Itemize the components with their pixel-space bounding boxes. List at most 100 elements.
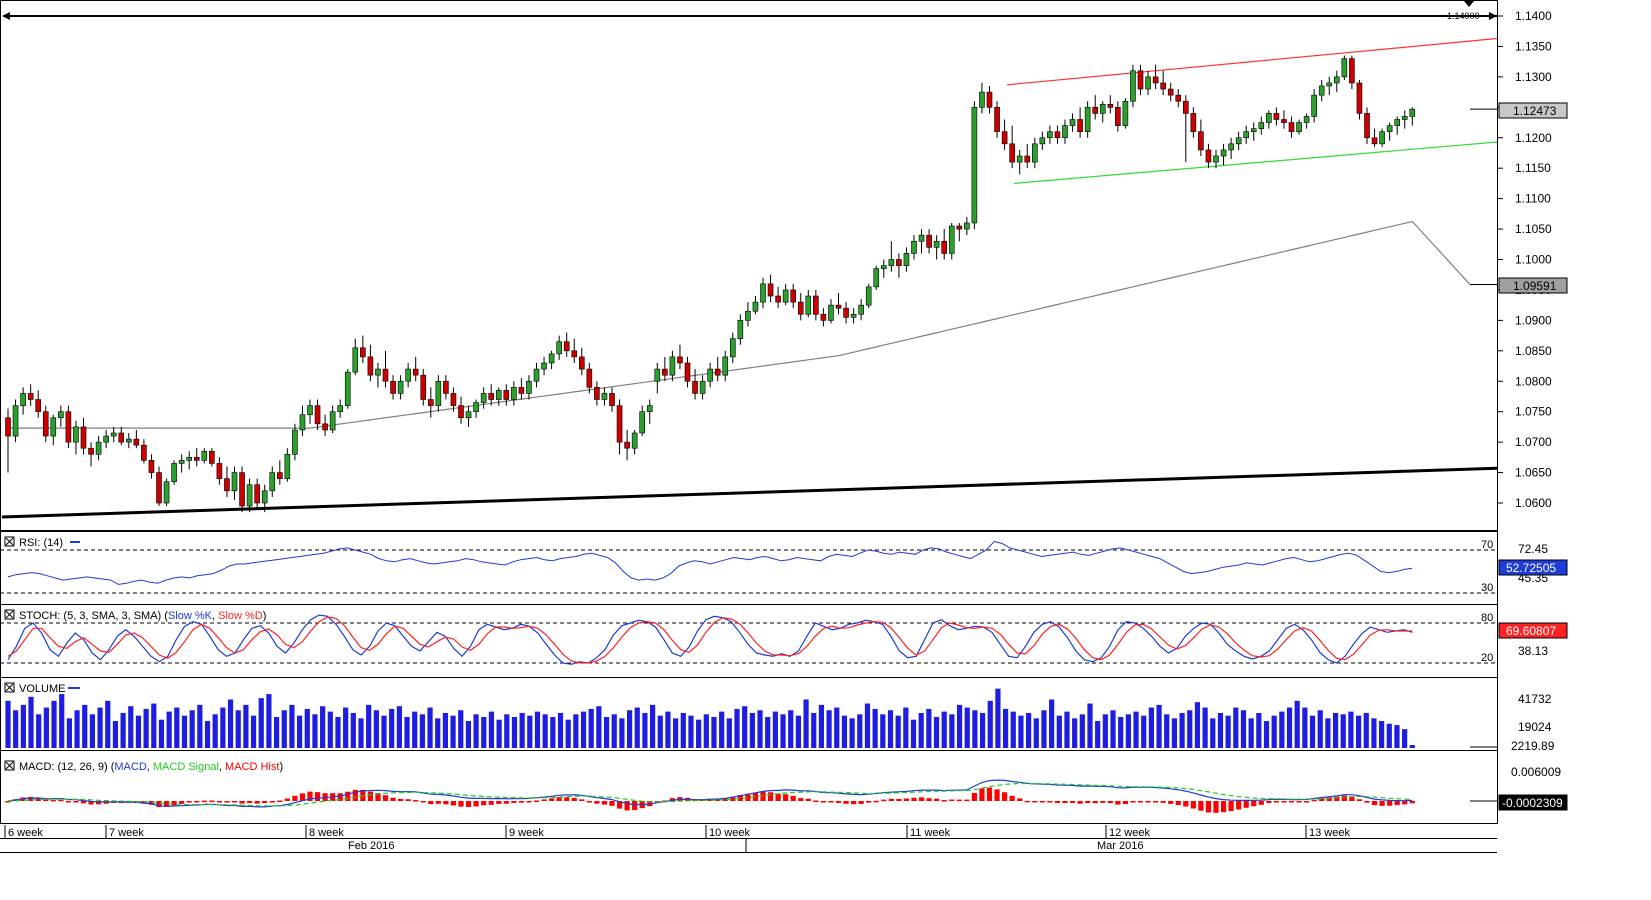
price-overlays [1,37,1498,519]
volume-bar [250,715,257,748]
volume-bar [711,717,717,748]
macd-hist-bar [1024,800,1030,803]
volume-bar [880,714,886,748]
volume-bar [680,712,686,748]
bull-candle [1243,131,1249,139]
volume-bar [43,707,49,748]
bear-candle [443,380,449,394]
macd-hist-bar [888,798,894,801]
volume-bar [818,704,825,748]
bull-candle [375,368,381,376]
macd-hist-bar [96,801,102,805]
volume-bar [1049,699,1055,748]
volume-bar [473,714,479,748]
bear-candle [994,107,1000,132]
volume-bar [749,712,755,748]
volume-bar [1302,707,1308,748]
bull-candle [1311,94,1317,117]
volume-bar [734,708,740,748]
bull-candle [1296,122,1302,132]
bull-candle [1334,76,1340,84]
bear-candle [27,393,34,400]
macd-hist-bar [873,800,879,803]
volume-bar [626,710,633,748]
bull-candle [971,107,978,224]
bear-candle [1054,131,1061,139]
volume-bar [1072,718,1078,748]
volume-bar [112,721,119,748]
macd-hist-bar [971,792,977,801]
macd-hist-bar [216,801,222,803]
macd-hist-bar [1130,801,1136,803]
stoch-indicator: STOCH: (5, 3, SMA, 3, SMA) (Slow %K, Slo… [0,609,1568,665]
macd-hist-bar [934,798,940,801]
bear-candle [1288,122,1295,132]
bull-candle [669,356,676,376]
volume-pane [0,677,1498,751]
volume-bar [588,708,594,748]
bear-candle [616,405,623,443]
volume-bar [956,704,963,748]
volume-bar [1394,725,1400,748]
bull-candle [760,283,766,303]
bull-candle [1069,119,1076,126]
macd-hist-bar [813,800,819,802]
volume-bar [381,715,387,748]
bear-candle [843,307,849,318]
bull-candle [699,380,706,394]
price-tick-label: 1.1300 [1515,70,1552,84]
volume-bar [97,707,103,748]
bull-candle [1250,128,1257,132]
macd-hist-bar [1009,795,1015,801]
volume-bar [28,696,34,748]
volume-bar [1355,715,1362,748]
macd-hist-bar [1266,801,1272,804]
volume-bar [419,714,425,748]
macd-hist-bar [828,801,834,803]
week-label: 6 week [8,827,43,839]
volume-bar [688,715,694,748]
bear-candle [1001,131,1008,145]
macd-legend: MACD [114,761,146,773]
volume-bar [1095,721,1101,748]
volume-bar [174,707,180,748]
bull-candle [850,313,857,318]
macd-axis-tick: 0.006009 [1511,765,1561,779]
price-tick-label: 1.1000 [1515,253,1552,267]
volume-bar [987,700,993,748]
volume-bar [151,703,157,748]
support-trendline [1,466,1498,519]
volume-bar [135,715,142,748]
week-label: 11 week [910,827,951,839]
volume-bar [527,715,533,748]
volume-bar [412,711,418,748]
bear-candle [767,283,774,297]
bull-candle [601,393,608,400]
bull-candle [329,411,336,431]
volume-bar [1110,710,1116,748]
bull-candle [782,289,789,303]
rsi-axis-tick: 72.45 [1518,542,1548,556]
macd-hist-bar [284,798,290,801]
macd-hist-bar [481,801,487,806]
bull-candle [948,225,955,254]
bear-candle [775,295,781,303]
macd-hist-bar [450,801,457,806]
macd-hist-bar [435,801,441,804]
macd-hist-bar [616,801,623,809]
bull-candle [1318,85,1325,96]
volume-bar [542,714,548,748]
bear-candle [1137,70,1144,90]
volume-bar [450,715,456,748]
volume-bar [1225,715,1231,748]
volume-bar [281,710,287,748]
bear-candle [5,417,11,437]
bull-candle [269,472,276,492]
volume-bar [1402,729,1408,748]
macd-hist-bar [1190,801,1196,809]
bull-candle [95,441,102,455]
macd-hist-bar [1379,801,1385,806]
bull-candle [178,460,185,464]
rsi-pane [0,531,1498,605]
